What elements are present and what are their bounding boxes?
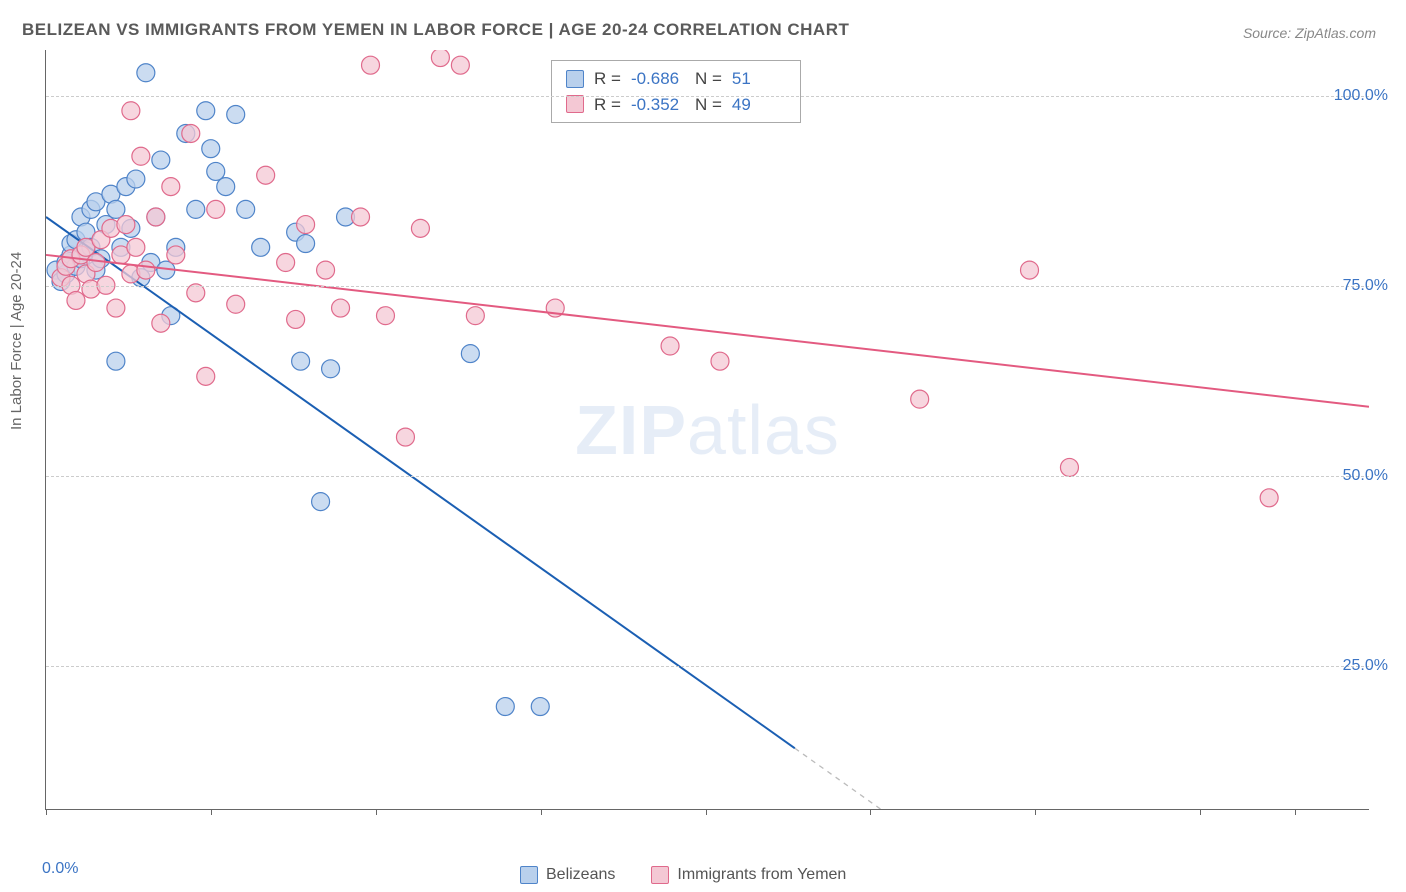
data-point (312, 493, 330, 511)
legend-label-2: Immigrants from Yemen (677, 866, 846, 884)
data-point (107, 200, 125, 218)
regression-line (46, 217, 795, 748)
x-tick (376, 809, 377, 815)
data-point (207, 162, 225, 180)
data-point (217, 178, 235, 196)
data-point (167, 246, 185, 264)
x-tick (706, 809, 707, 815)
data-point (332, 299, 350, 317)
data-point (496, 698, 514, 716)
x-tick (541, 809, 542, 815)
regression-line-extension (795, 748, 945, 809)
data-point (132, 147, 150, 165)
data-point (297, 216, 315, 234)
data-point (152, 151, 170, 169)
data-point (661, 337, 679, 355)
data-point (411, 219, 429, 237)
data-point (137, 261, 155, 279)
data-point (207, 200, 225, 218)
data-point (137, 64, 155, 82)
legend-swatch-2 (651, 866, 669, 884)
data-point (911, 390, 929, 408)
data-point (277, 254, 295, 272)
plot-area: ZIPatlas R = -0.686 N = 51 R = -0.352 N … (45, 50, 1369, 810)
data-point (287, 310, 305, 328)
data-point (162, 178, 180, 196)
data-point (352, 208, 370, 226)
x-tick (1200, 809, 1201, 815)
data-point (362, 56, 380, 74)
swatch-series-1 (566, 70, 584, 88)
x-tick-0: 0.0% (42, 860, 78, 878)
y-tick-label: 50.0% (1343, 467, 1388, 485)
x-tick (870, 809, 871, 815)
x-tick (46, 809, 47, 815)
data-point (1260, 489, 1278, 507)
data-point (187, 200, 205, 218)
data-point (317, 261, 335, 279)
data-point (292, 352, 310, 370)
gridline-h (46, 96, 1369, 97)
n-value-1: 51 (732, 66, 786, 92)
data-point (257, 166, 275, 184)
data-point (531, 698, 549, 716)
stats-row-1: R = -0.686 N = 51 (566, 66, 786, 92)
regression-line (46, 255, 1369, 407)
y-tick-label: 75.0% (1343, 277, 1388, 295)
data-point (297, 235, 315, 253)
y-tick-label: 100.0% (1334, 87, 1388, 105)
data-point (127, 170, 145, 188)
data-point (376, 307, 394, 325)
data-point (322, 360, 340, 378)
r-value-1: -0.686 (631, 66, 685, 92)
data-point (431, 50, 449, 67)
legend-item-1: Belizeans (520, 866, 615, 884)
x-tick (1295, 809, 1296, 815)
data-point (87, 254, 105, 272)
data-point (227, 295, 245, 313)
data-point (1021, 261, 1039, 279)
data-point (122, 102, 140, 120)
gridline-h (46, 286, 1369, 287)
bottom-legend: Belizeans Immigrants from Yemen (520, 866, 846, 884)
swatch-series-2 (566, 95, 584, 113)
y-tick-label: 25.0% (1343, 657, 1388, 675)
data-point (107, 299, 125, 317)
legend-label-1: Belizeans (546, 866, 615, 884)
data-point (152, 314, 170, 332)
data-point (711, 352, 729, 370)
data-point (451, 56, 469, 74)
source-label: Source: ZipAtlas.com (1243, 25, 1376, 41)
data-point (197, 102, 215, 120)
data-point (147, 208, 165, 226)
data-point (127, 238, 145, 256)
r-label: R = (594, 66, 621, 92)
x-tick (211, 809, 212, 815)
data-point (466, 307, 484, 325)
legend-item-2: Immigrants from Yemen (651, 866, 846, 884)
x-tick (1035, 809, 1036, 815)
n-label: N = (695, 66, 722, 92)
data-point (67, 291, 85, 309)
data-point (107, 352, 125, 370)
legend-swatch-1 (520, 866, 538, 884)
data-point (227, 106, 245, 124)
data-point (461, 345, 479, 363)
stats-legend-box: R = -0.686 N = 51 R = -0.352 N = 49 (551, 60, 801, 123)
gridline-h (46, 476, 1369, 477)
scatter-svg (46, 50, 1369, 809)
data-point (237, 200, 255, 218)
data-point (252, 238, 270, 256)
gridline-h (46, 666, 1369, 667)
data-point (197, 367, 215, 385)
data-point (202, 140, 220, 158)
data-point (396, 428, 414, 446)
data-point (117, 216, 135, 234)
chart-title: BELIZEAN VS IMMIGRANTS FROM YEMEN IN LAB… (22, 20, 849, 40)
data-point (1060, 458, 1078, 476)
data-point (182, 125, 200, 143)
y-axis-label: In Labor Force | Age 20-24 (8, 252, 25, 430)
